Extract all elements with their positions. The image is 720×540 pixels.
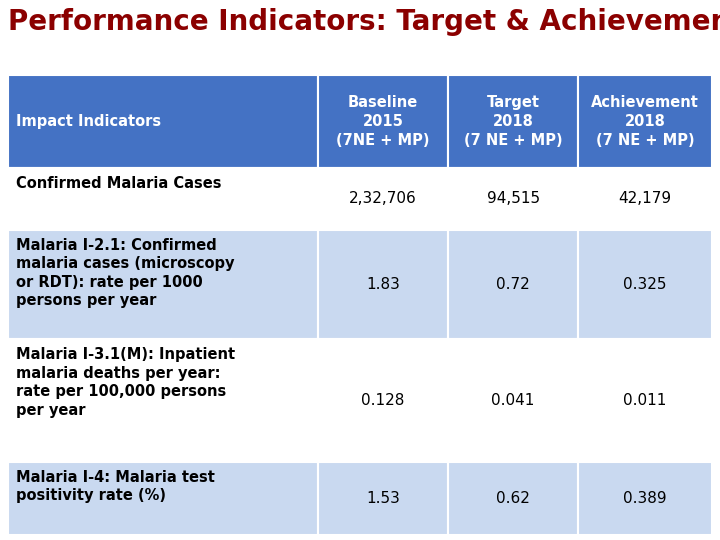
Text: 1.53: 1.53 [366,491,400,506]
Text: 0.011: 0.011 [624,393,667,408]
Text: 0.325: 0.325 [624,277,667,292]
Text: 1.83: 1.83 [366,277,400,292]
Text: Achievement
2018
(7 NE + MP): Achievement 2018 (7 NE + MP) [591,96,699,147]
Text: Impact Indicators: Impact Indicators [16,114,161,129]
Text: Target
2018
(7 NE + MP): Target 2018 (7 NE + MP) [464,96,562,147]
Text: 94,515: 94,515 [487,191,540,206]
Text: Confirmed Malaria Cases: Confirmed Malaria Cases [16,176,222,191]
Text: Performance Indicators: Target & Achievement: Performance Indicators: Target & Achieve… [8,8,720,36]
Text: 0.62: 0.62 [496,491,530,506]
Text: Malaria I-3.1(M): Inpatient
malaria deaths per year:
rate per 100,000 persons
pe: Malaria I-3.1(M): Inpatient malaria deat… [16,347,235,418]
Text: 42,179: 42,179 [618,191,672,206]
Text: Malaria I-4: Malaria test
positivity rate (%): Malaria I-4: Malaria test positivity rat… [16,470,215,503]
Text: 0.128: 0.128 [361,393,405,408]
Text: 0.72: 0.72 [496,277,530,292]
Text: 0.389: 0.389 [624,491,667,506]
Text: Baseline
2015
(7NE + MP): Baseline 2015 (7NE + MP) [336,96,430,147]
Text: Malaria I-2.1: Confirmed
malaria cases (microscopy
or RDT): rate per 1000
person: Malaria I-2.1: Confirmed malaria cases (… [16,238,235,308]
Text: 2,32,706: 2,32,706 [349,191,417,206]
Text: 0.041: 0.041 [492,393,535,408]
